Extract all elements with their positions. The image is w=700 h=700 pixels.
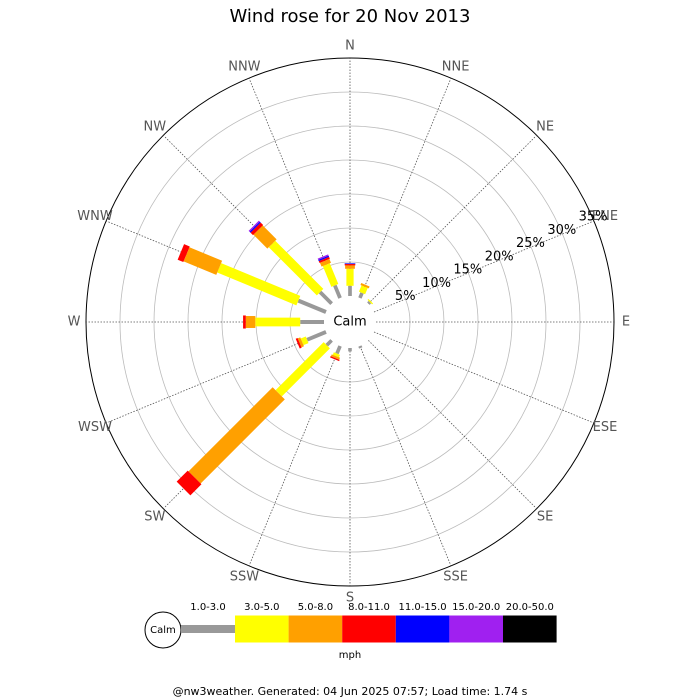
wind-bar	[344, 264, 356, 266]
legend-swatch	[288, 615, 343, 643]
direction-label: NW	[144, 119, 167, 134]
spoke	[105, 331, 327, 424]
wind-bar	[358, 292, 364, 299]
direction-label: W	[68, 315, 81, 330]
wind-bar	[300, 320, 324, 324]
wind-bar	[243, 315, 246, 329]
wind-bar	[253, 225, 277, 249]
spoke	[373, 331, 595, 424]
legend-swatch	[449, 615, 503, 643]
chart-title: Wind rose for 20 Nov 2013	[230, 6, 471, 27]
unit-label: mph	[339, 650, 361, 661]
calm-circle	[325, 297, 375, 347]
legend-calm-label: Calm	[150, 625, 176, 636]
footer: @nw3weather. Generated: 04 Jun 2025 07:5…	[173, 685, 528, 698]
spoke	[248, 345, 341, 567]
legend-swatch	[235, 615, 289, 643]
wind-bar	[344, 263, 356, 265]
spoke	[368, 135, 537, 304]
wind-bar	[358, 285, 368, 295]
wind-bar	[300, 336, 309, 346]
r-tick-label: 20%	[485, 249, 514, 264]
wind-bar	[348, 348, 352, 352]
direction-label: S	[346, 591, 354, 606]
wind-bar	[297, 337, 304, 348]
spoke	[359, 77, 452, 299]
wind-bar	[330, 356, 340, 362]
legend-label: 5.0-8.0	[298, 602, 333, 613]
direction-label: E	[622, 315, 630, 330]
wind-bar	[317, 254, 329, 260]
wind-bar	[318, 255, 330, 262]
r-tick-label: 25%	[516, 236, 545, 251]
wind-bar	[295, 337, 302, 349]
legend-swatch	[395, 615, 450, 643]
wind-bar	[360, 283, 370, 289]
r-tick-label: 30%	[547, 223, 576, 238]
wind-bar	[333, 284, 342, 299]
wind-bar	[255, 317, 301, 327]
direction-label: NE	[536, 119, 554, 134]
legend-swatch	[342, 615, 396, 643]
wind-bar	[188, 387, 285, 484]
legend-label: 20.0-50.0	[506, 602, 554, 613]
wind-bar	[306, 330, 327, 342]
wind-bar	[248, 220, 260, 232]
wind-bar	[249, 221, 261, 233]
wind-bar	[318, 290, 333, 305]
direction-label: NNW	[228, 60, 260, 75]
wind-bar	[319, 258, 331, 267]
wind-bar	[330, 354, 341, 360]
wind-bar	[325, 339, 333, 347]
wind-bar	[275, 342, 330, 397]
wind-bar	[345, 265, 355, 269]
wind-bar	[318, 256, 330, 264]
wind-bar	[367, 300, 372, 305]
r-tick-label: 35%	[579, 209, 608, 224]
wind-bar	[358, 345, 363, 349]
direction-label: SSE	[443, 569, 468, 584]
wind-bar	[217, 263, 301, 306]
direction-label: SSW	[230, 569, 260, 584]
direction-label: N	[345, 39, 355, 54]
legend-label: 3.0-5.0	[244, 602, 279, 613]
wind-bar	[367, 298, 374, 305]
wind-bar	[297, 298, 327, 314]
r-tick-label: 15%	[453, 263, 482, 278]
wind-bar	[268, 240, 324, 296]
grid-ring	[153, 125, 547, 519]
r-tick-label: 10%	[422, 276, 451, 291]
wind-bar	[322, 263, 339, 287]
spoke	[368, 340, 537, 509]
wind-bar	[176, 470, 202, 496]
spoke	[373, 220, 595, 313]
legend-swatch	[503, 615, 557, 643]
wind-bar	[250, 222, 264, 236]
spoke	[359, 345, 452, 567]
direction-label: ESE	[593, 420, 618, 435]
legend-label: 11.0-15.0	[399, 602, 447, 613]
legend-label: 8.0-11.0	[348, 602, 390, 613]
legend-swatch	[181, 625, 235, 633]
wind-bar	[183, 247, 223, 275]
direction-label: SW	[144, 510, 165, 525]
wind-bar	[332, 352, 341, 358]
wind-bar	[335, 345, 342, 355]
wind-bar	[245, 316, 256, 328]
direction-label: SE	[537, 510, 553, 525]
r-tick-label: 5%	[395, 289, 416, 304]
direction-label: NNE	[442, 60, 470, 75]
legend-label: 1.0-3.0	[190, 602, 225, 613]
direction-label: WSW	[78, 420, 112, 435]
wind-bar	[348, 285, 352, 296]
legend-label: 15.0-20.0	[452, 602, 500, 613]
direction-label: ENE	[592, 209, 618, 224]
calm-label: Calm	[333, 315, 366, 330]
wind-bar	[346, 268, 354, 286]
wind-bar	[177, 244, 190, 263]
direction-label: WNW	[77, 209, 113, 224]
